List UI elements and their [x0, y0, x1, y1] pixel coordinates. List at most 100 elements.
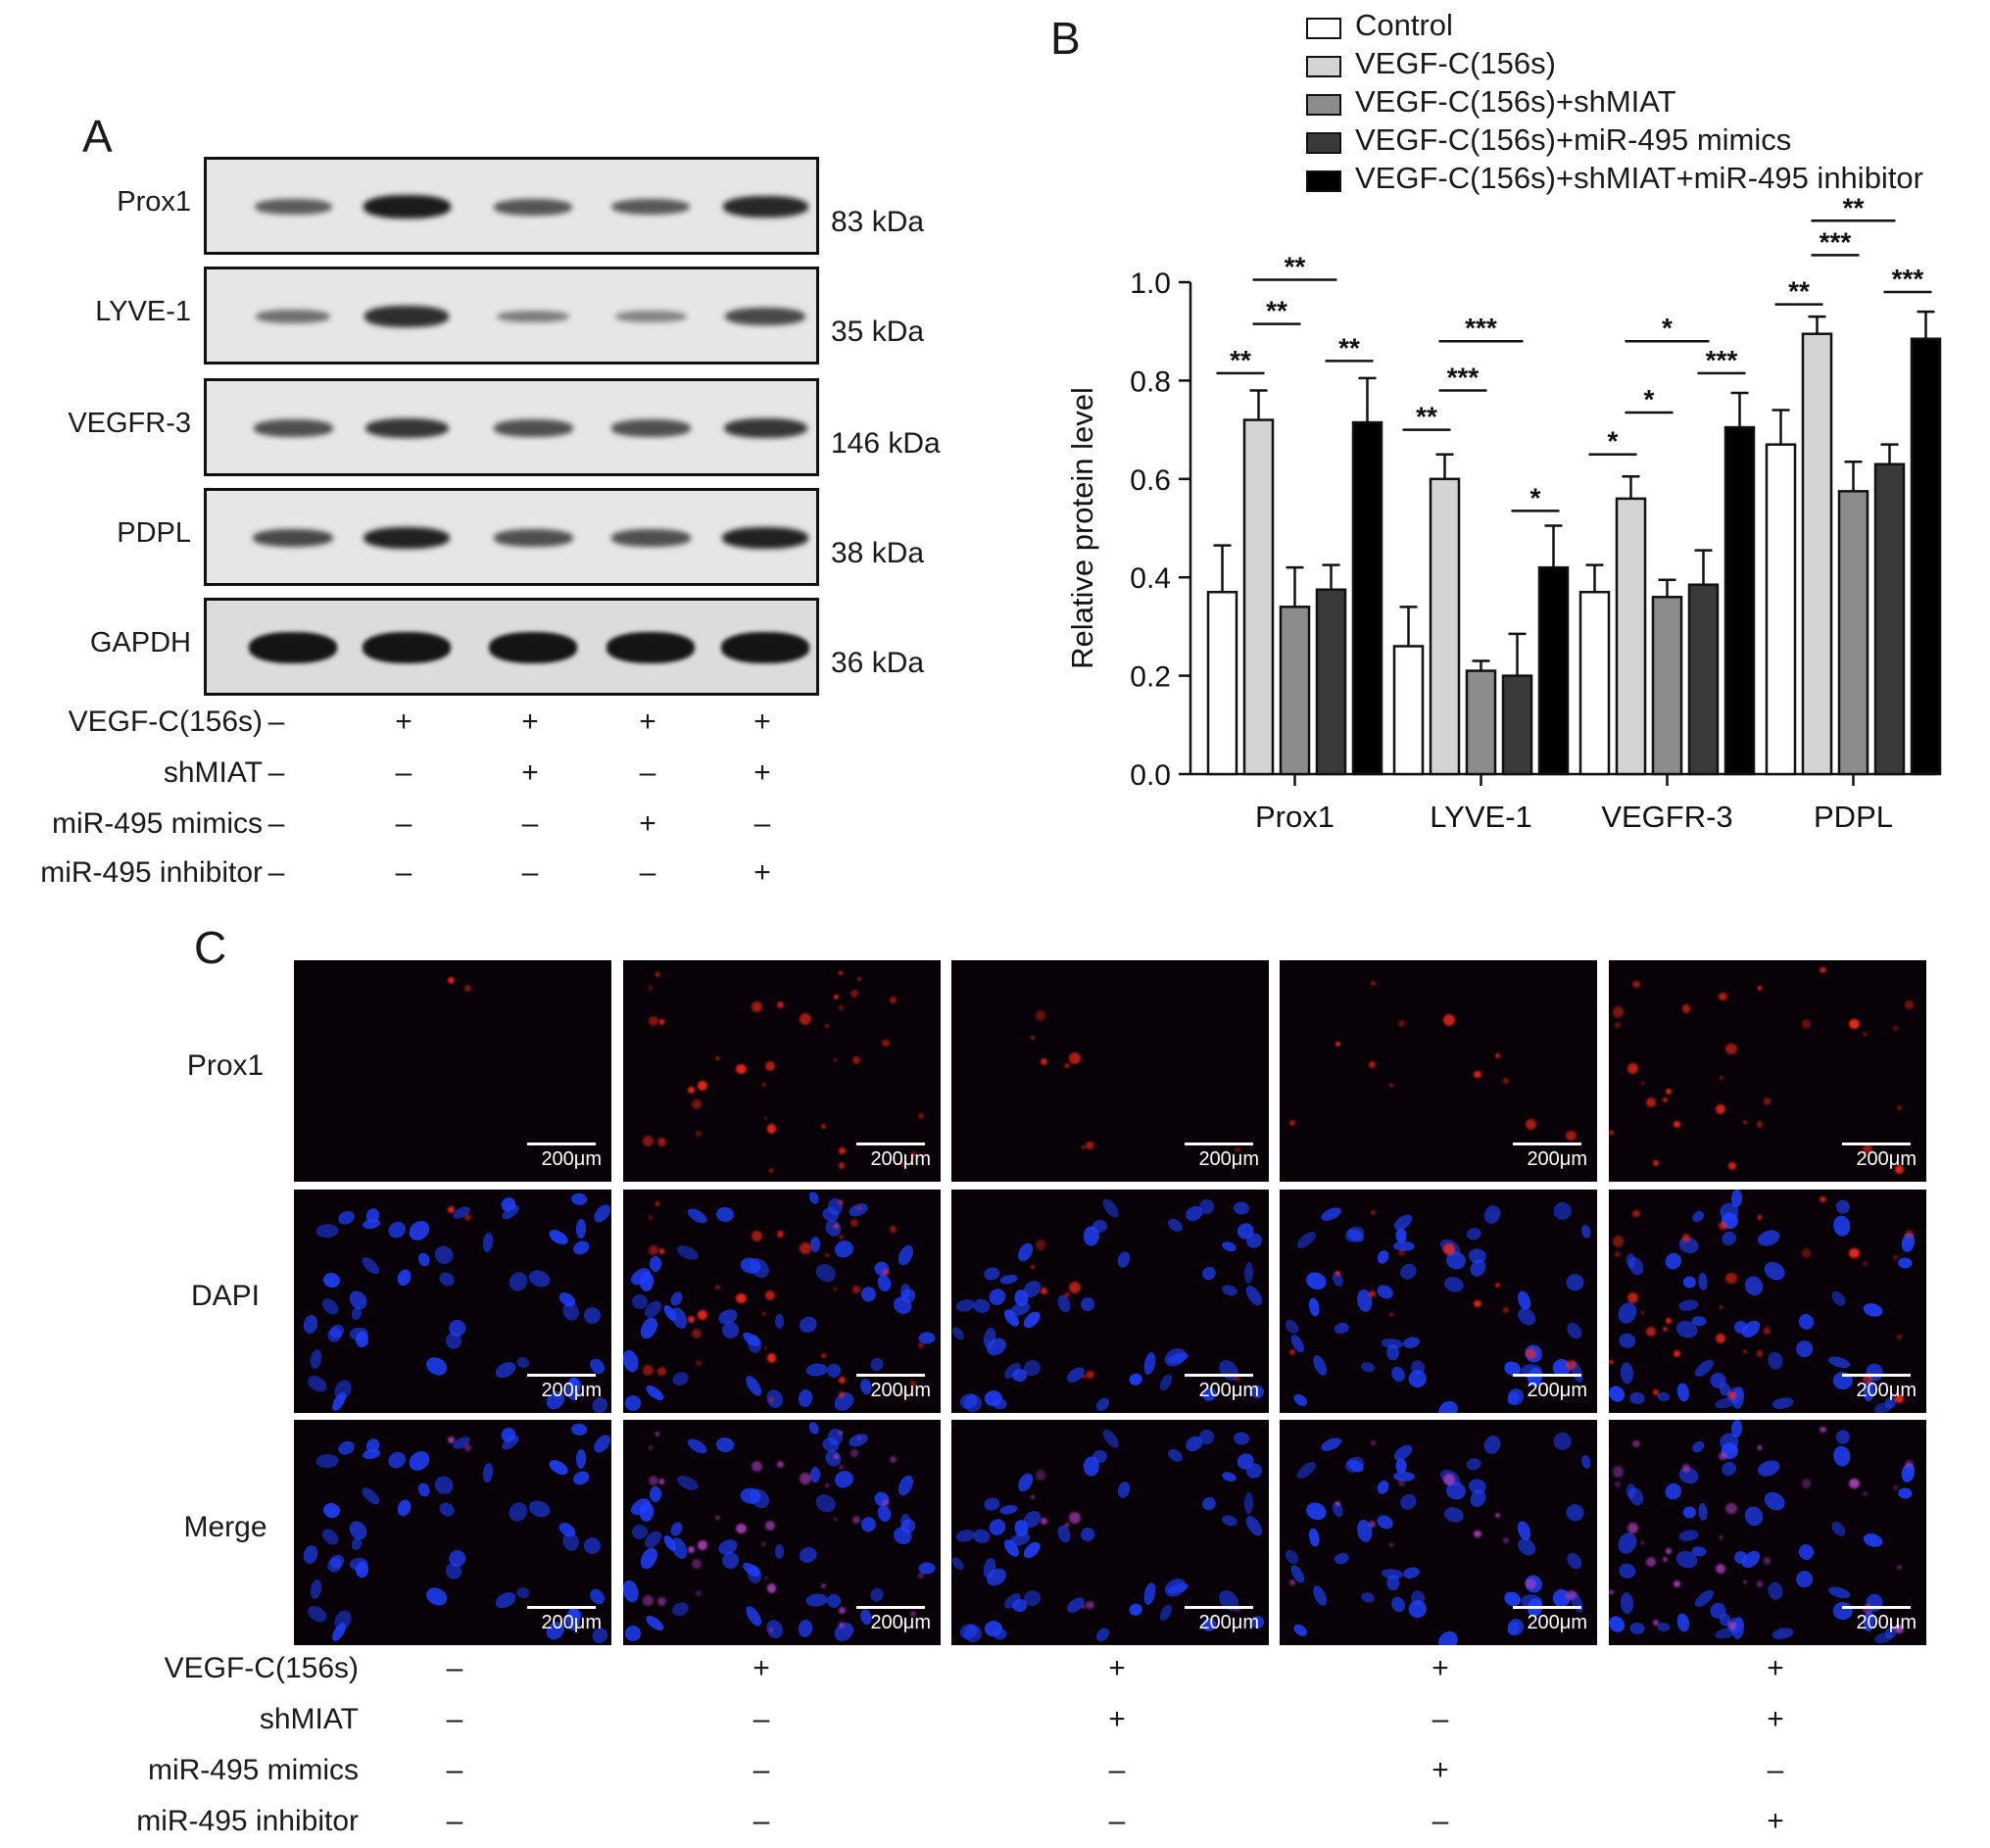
prox1-signal	[1743, 1120, 1747, 1125]
prox1-signal	[1863, 1260, 1869, 1267]
minus-sign: –	[639, 756, 656, 789]
nucleus	[350, 1535, 364, 1551]
prox1-signal	[1727, 1161, 1737, 1171]
nucleus	[1388, 1364, 1408, 1385]
prox1-signal	[824, 1023, 829, 1028]
prox1-signal	[776, 1000, 784, 1008]
nucleus	[583, 1305, 603, 1325]
bar	[1801, 332, 1833, 776]
nucleus	[481, 1462, 495, 1483]
nucleus	[319, 1295, 342, 1318]
nucleus	[1360, 1360, 1377, 1375]
microscopy-row-label: DAPI	[190, 1280, 261, 1312]
prox1-signal	[1612, 1466, 1624, 1478]
nucleus	[305, 1372, 330, 1395]
prox1-signal	[1494, 1513, 1500, 1519]
nucleus	[763, 1386, 787, 1411]
scale-bar-label: 200μm	[541, 1612, 602, 1633]
nucleus	[1157, 1372, 1175, 1392]
nucleus	[1675, 1611, 1691, 1632]
prox1-signal	[1235, 1377, 1240, 1383]
blot-protein-label: GAPDH	[89, 627, 191, 658]
microscopy-image: 200μm	[623, 1190, 941, 1413]
nucleus	[685, 1205, 709, 1227]
prox1-signal	[1041, 1058, 1047, 1065]
nucleus	[859, 1284, 879, 1304]
prox1-signal	[1757, 1121, 1764, 1128]
prox1-signal	[1663, 1556, 1669, 1562]
prox1-signal	[851, 1516, 861, 1525]
nucleus	[1609, 1383, 1628, 1405]
prox1-signal	[1371, 981, 1376, 987]
nucleus	[831, 1468, 855, 1490]
nucleus	[1385, 1574, 1400, 1591]
prox1-signal	[1335, 1270, 1340, 1276]
prox1-signal	[1368, 1061, 1376, 1068]
nucleus	[1681, 1276, 1696, 1289]
prox1-signal	[1389, 1083, 1393, 1087]
prox1-signal	[800, 1473, 812, 1484]
plus-sign: +	[1432, 1754, 1449, 1786]
nucleus	[1405, 1596, 1431, 1621]
significance-label: ***	[1447, 362, 1480, 392]
protein-band	[254, 198, 332, 216]
nucleus	[806, 1420, 821, 1436]
prox1-signal	[766, 1124, 777, 1134]
nucleus	[360, 1254, 383, 1278]
nucleus	[360, 1484, 383, 1508]
bar	[1242, 418, 1275, 776]
molecular-weight-label: 83 kDa	[831, 206, 925, 238]
prox1-signal	[1632, 1209, 1640, 1218]
prox1-signal	[824, 1252, 829, 1257]
protein-band	[249, 632, 337, 663]
minus-sign: –	[639, 856, 656, 889]
nucleus	[1232, 1431, 1250, 1446]
prox1-signal	[1030, 1264, 1035, 1269]
prox1-signal	[642, 1365, 654, 1377]
prox1-signal	[900, 1621, 905, 1626]
nucleus	[1014, 1470, 1036, 1494]
significance-label: *	[1608, 426, 1619, 457]
microscopy-row-label: Merge	[183, 1511, 267, 1543]
bar	[1873, 462, 1906, 776]
prox1-signal	[1820, 967, 1826, 974]
nucleus	[1310, 1582, 1330, 1608]
prox1-signal	[1615, 1251, 1621, 1257]
scale-bar	[1185, 1143, 1253, 1145]
prox1-signal	[463, 984, 472, 993]
prox1-signal	[1716, 1333, 1726, 1343]
plus-sign: +	[1767, 1805, 1784, 1837]
prox1-signal	[1758, 1445, 1763, 1450]
prox1-signal	[642, 1136, 654, 1147]
prox1-signal	[657, 1596, 667, 1606]
prox1-signal	[1082, 1375, 1087, 1380]
nucleus	[308, 1348, 323, 1371]
prox1-signal	[1652, 1388, 1659, 1395]
prox1-signal	[839, 1607, 846, 1614]
prox1-signal	[1389, 1312, 1393, 1316]
prox1-signal	[1041, 1518, 1047, 1525]
prox1-signal	[642, 1595, 654, 1607]
prox1-signal	[1030, 1494, 1035, 1499]
protein-band	[725, 307, 805, 326]
prox1-signal	[1652, 1619, 1659, 1626]
prox1-signal	[1905, 1460, 1914, 1469]
nucleus	[1242, 1513, 1265, 1539]
microscopy-image: 200μm	[951, 960, 1269, 1182]
plus-sign: +	[521, 705, 539, 738]
prox1-signal	[1719, 1221, 1727, 1231]
prox1-signal	[1443, 1473, 1456, 1485]
nucleus	[1501, 1588, 1524, 1608]
prox1-signal	[839, 1147, 846, 1154]
nucleus	[526, 1268, 553, 1290]
nucleus	[1831, 1215, 1852, 1239]
nucleus	[1795, 1338, 1815, 1359]
prox1-signal	[1652, 1159, 1659, 1166]
y-tick-label: 0.6	[1130, 464, 1171, 497]
nucleus	[999, 1503, 1019, 1516]
nucleus	[896, 1472, 916, 1498]
prox1-signal	[735, 1523, 747, 1534]
nucleus	[1127, 1602, 1143, 1618]
minus-sign: –	[267, 756, 285, 789]
nucleus	[308, 1579, 323, 1601]
